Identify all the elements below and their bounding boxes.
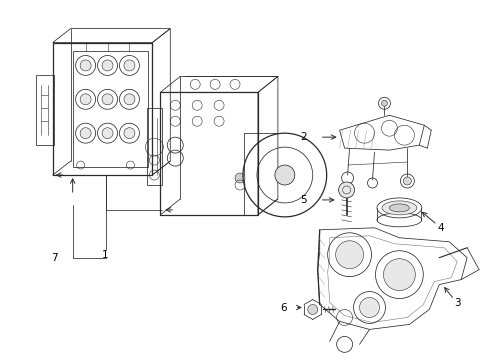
Circle shape bbox=[383, 259, 414, 291]
Circle shape bbox=[274, 165, 294, 185]
Circle shape bbox=[80, 128, 91, 139]
Circle shape bbox=[102, 60, 113, 71]
Text: 2: 2 bbox=[300, 132, 306, 142]
Text: 7: 7 bbox=[51, 253, 58, 263]
Text: 3: 3 bbox=[453, 297, 460, 307]
Ellipse shape bbox=[381, 201, 416, 215]
Text: 6: 6 bbox=[280, 302, 286, 312]
Circle shape bbox=[307, 305, 317, 315]
Circle shape bbox=[381, 100, 386, 106]
Circle shape bbox=[124, 60, 135, 71]
Circle shape bbox=[359, 298, 379, 318]
Circle shape bbox=[335, 241, 363, 269]
Circle shape bbox=[235, 173, 244, 183]
Circle shape bbox=[80, 60, 91, 71]
Circle shape bbox=[338, 182, 354, 198]
Text: 5: 5 bbox=[300, 195, 306, 205]
Circle shape bbox=[80, 94, 91, 105]
Circle shape bbox=[124, 94, 135, 105]
Circle shape bbox=[124, 128, 135, 139]
Circle shape bbox=[403, 177, 410, 185]
Text: 4: 4 bbox=[437, 223, 444, 233]
Circle shape bbox=[102, 128, 113, 139]
Text: 1: 1 bbox=[102, 250, 109, 260]
Ellipse shape bbox=[388, 204, 408, 212]
Circle shape bbox=[102, 94, 113, 105]
